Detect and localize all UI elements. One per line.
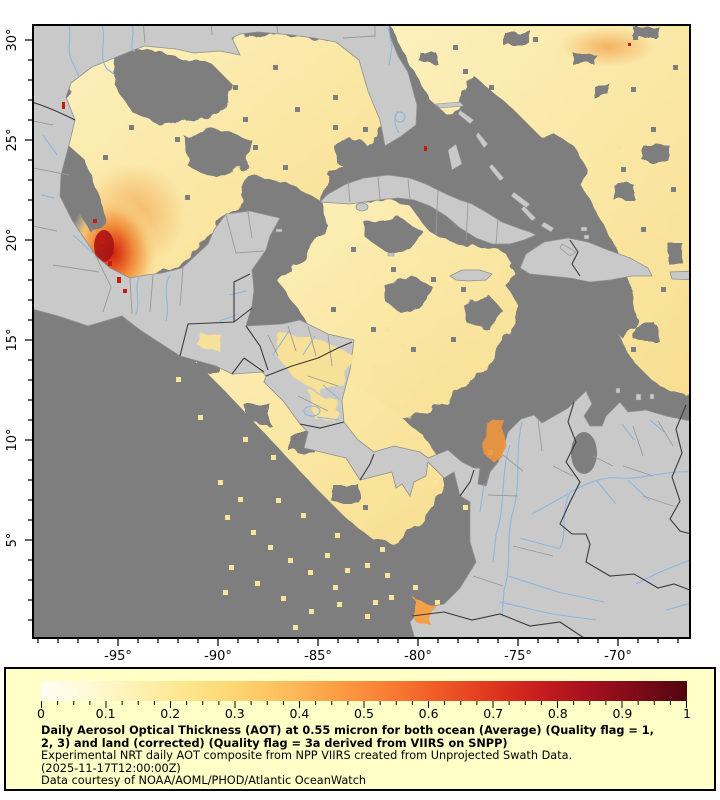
- aot-red-pixels: [62, 43, 631, 293]
- aot-region-west-caribbean: [249, 195, 519, 421]
- lakes-layer: [303, 111, 597, 474]
- caption-subtitle: Experimental NRT daily AOT composite fro…: [41, 749, 573, 762]
- y-tick-label: 20°: [5, 228, 20, 251]
- caption-title-line1: Daily Aerosol Optical Thickness (AOT) at…: [41, 724, 654, 737]
- y-axis-labels: 30° 25° 20° 15° 10° 5°: [5, 28, 20, 547]
- land-bahamas: [435, 101, 590, 257]
- colorbar-tick-label: 0.9: [612, 706, 633, 721]
- country-borders-layer: [33, 101, 690, 638]
- aot-orange-strip-colombia: [483, 417, 505, 463]
- aot-map: -95° -90° -85° -80° -75° -70° 30° 25° 20…: [5, 24, 691, 664]
- y-tick-label: 10°: [5, 428, 20, 451]
- colorbar-tick-label: 0.6: [418, 706, 439, 721]
- axis-ticks: [25, 39, 679, 646]
- colorbar-tick-label: 0.8: [547, 706, 568, 721]
- land-jamaica: [449, 269, 493, 282]
- admin-borders-layer: [33, 25, 674, 587]
- lake-nicaragua: [303, 405, 321, 417]
- colorbar-tick-label: 0: [37, 706, 45, 721]
- land-small-islands: [275, 228, 655, 401]
- y-tick-label: 25°: [5, 128, 20, 151]
- land-layer: [33, 25, 690, 638]
- colorbar-ticks: [41, 701, 687, 708]
- map-border: [32, 24, 691, 639]
- aot-orange-patch-ecuador: [415, 599, 435, 625]
- land-isla-juventud: [355, 202, 369, 212]
- colorbar-tick-label: 0.7: [483, 706, 504, 721]
- x-tick-label: -75°: [504, 649, 532, 664]
- x-tick-label: -70°: [604, 649, 632, 664]
- y-tick-label: 30°: [5, 28, 20, 51]
- caption-title-line2: 2, 3) and land (corrected) (Quality flag…: [41, 736, 508, 750]
- land-mainland-americas: [33, 25, 690, 638]
- lake-maracaibo: [571, 432, 597, 474]
- colorbar-tick-label: 0.4: [289, 706, 310, 721]
- colorbar-tick-label: 0.3: [224, 706, 245, 721]
- x-axis-labels: -95° -90° -85° -80° -75° -70°: [104, 649, 632, 664]
- x-tick-label: -80°: [404, 649, 432, 664]
- aot-over-land-layer: [199, 331, 505, 625]
- y-tick-label: 15°: [5, 328, 20, 351]
- x-tick-label: -90°: [204, 649, 232, 664]
- caption-credit: Data courtesy of NOAA/AOML/PHOD/Atlantic…: [41, 774, 367, 787]
- y-tick-label: 5°: [5, 533, 20, 548]
- caption: Daily Aerosol Optical Thickness (AOT) at…: [41, 724, 654, 788]
- caption-timestamp: (2025-11-17T12:00:00Z): [41, 761, 181, 775]
- x-tick-label: -85°: [304, 649, 332, 664]
- colorbar-tick-label: 0.2: [160, 706, 181, 721]
- colorbar-tick-label: 0.1: [95, 706, 116, 721]
- x-tick-label: -95°: [104, 649, 132, 664]
- colorbar: [41, 681, 687, 701]
- colorbar-tick-label: 1: [683, 706, 691, 721]
- land-hispaniola: [519, 237, 653, 283]
- rivers-layer: [40, 25, 690, 621]
- colorbar-tick-label: 0.5: [354, 706, 374, 721]
- land-puerto-rico: [669, 270, 690, 281]
- land-cuba: [319, 174, 537, 245]
